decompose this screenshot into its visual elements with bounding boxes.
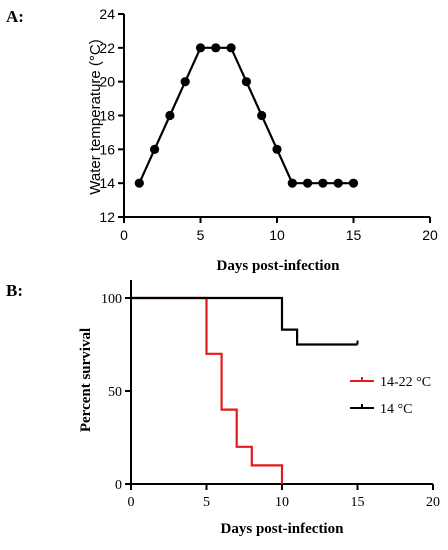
panel-a-series [134, 43, 359, 188]
temperature-point [333, 178, 343, 188]
panel-b-y-tick-label: 100 [101, 292, 122, 307]
panel-b-x-axis-title: Days post-infection [221, 521, 345, 537]
temperature-point [303, 178, 313, 188]
panel-b-x-tick-label: 20 [426, 495, 440, 510]
temperature-point [134, 178, 144, 188]
panel-a-y-tick-label: 18 [99, 108, 115, 124]
temperature-point [180, 77, 190, 87]
panel-b-x-tick-label: 5 [203, 495, 210, 510]
panel-a-y-tick-label: 16 [99, 141, 115, 157]
panel-a-x-tick-label: 10 [269, 227, 285, 243]
panel-b-y-axis-title: Percent survival [78, 328, 94, 432]
panel-a-x-tick-label: 0 [120, 227, 128, 243]
panel-a-y-tick-label: 24 [99, 6, 115, 22]
legend-item-14-22: 14-22 °C [350, 375, 431, 390]
temperature-point [257, 110, 267, 121]
panel-b-x-tick-label: 0 [128, 495, 135, 510]
legend-label-14: 14 °C [380, 402, 412, 417]
temperature-point [318, 178, 328, 188]
panel-b-series [131, 296, 359, 484]
temperature-point [211, 43, 221, 53]
legend-label-14-22: 14-22 °C [380, 375, 431, 390]
temperature-point [348, 178, 359, 188]
panel-a-y-tick-label: 20 [99, 74, 115, 90]
panel-b-legend: 14-22 °C 14 °C [350, 375, 431, 417]
temperature-point [272, 144, 282, 154]
panel-b-x-tick-label: 10 [275, 495, 289, 510]
panel-a-y-tick-label: 22 [99, 40, 115, 56]
panel-a-y-tick-label: 12 [99, 209, 115, 225]
panel-a-y-axis-title: Water temperature (°C) [87, 39, 104, 194]
temperature-point [165, 110, 175, 121]
panel-a-label: A: [6, 7, 24, 26]
panel-a-x-tick-label: 20 [422, 227, 438, 243]
temperature-point [226, 43, 236, 53]
panel-b-ticks: 0 5 10 15 20 0 50 100 [101, 292, 440, 510]
panel-a-ticks: 0 5 10 15 20 12 14 16 18 20 22 24 [99, 6, 438, 243]
temperature-point [150, 144, 160, 154]
panel-b-y-tick-label: 50 [108, 385, 122, 400]
panel-b: B: 0 5 10 15 20 0 50 100 Days post-infection Pe… [6, 280, 440, 537]
panel-b-y-tick-label: 0 [115, 478, 122, 493]
survival-curve-14-22 [131, 296, 284, 484]
legend-item-14: 14 °C [350, 402, 412, 417]
panel-a-x-axis-title: Days post-infection [217, 258, 341, 274]
panel-a: A: 0 5 10 15 20 12 14 16 18 20 22 24 Days post-infe… [6, 6, 438, 274]
temperature-point [241, 77, 251, 87]
survival-curve-14 [131, 296, 358, 346]
panel-b-x-tick-label: 15 [351, 495, 365, 510]
panel-a-x-tick-label: 5 [197, 227, 205, 243]
panel-a-x-tick-label: 15 [346, 227, 362, 243]
temperature-point [195, 43, 206, 53]
temperature-point [287, 178, 297, 188]
panel-b-label: B: [6, 281, 23, 300]
panel-a-y-tick-label: 14 [99, 175, 115, 191]
